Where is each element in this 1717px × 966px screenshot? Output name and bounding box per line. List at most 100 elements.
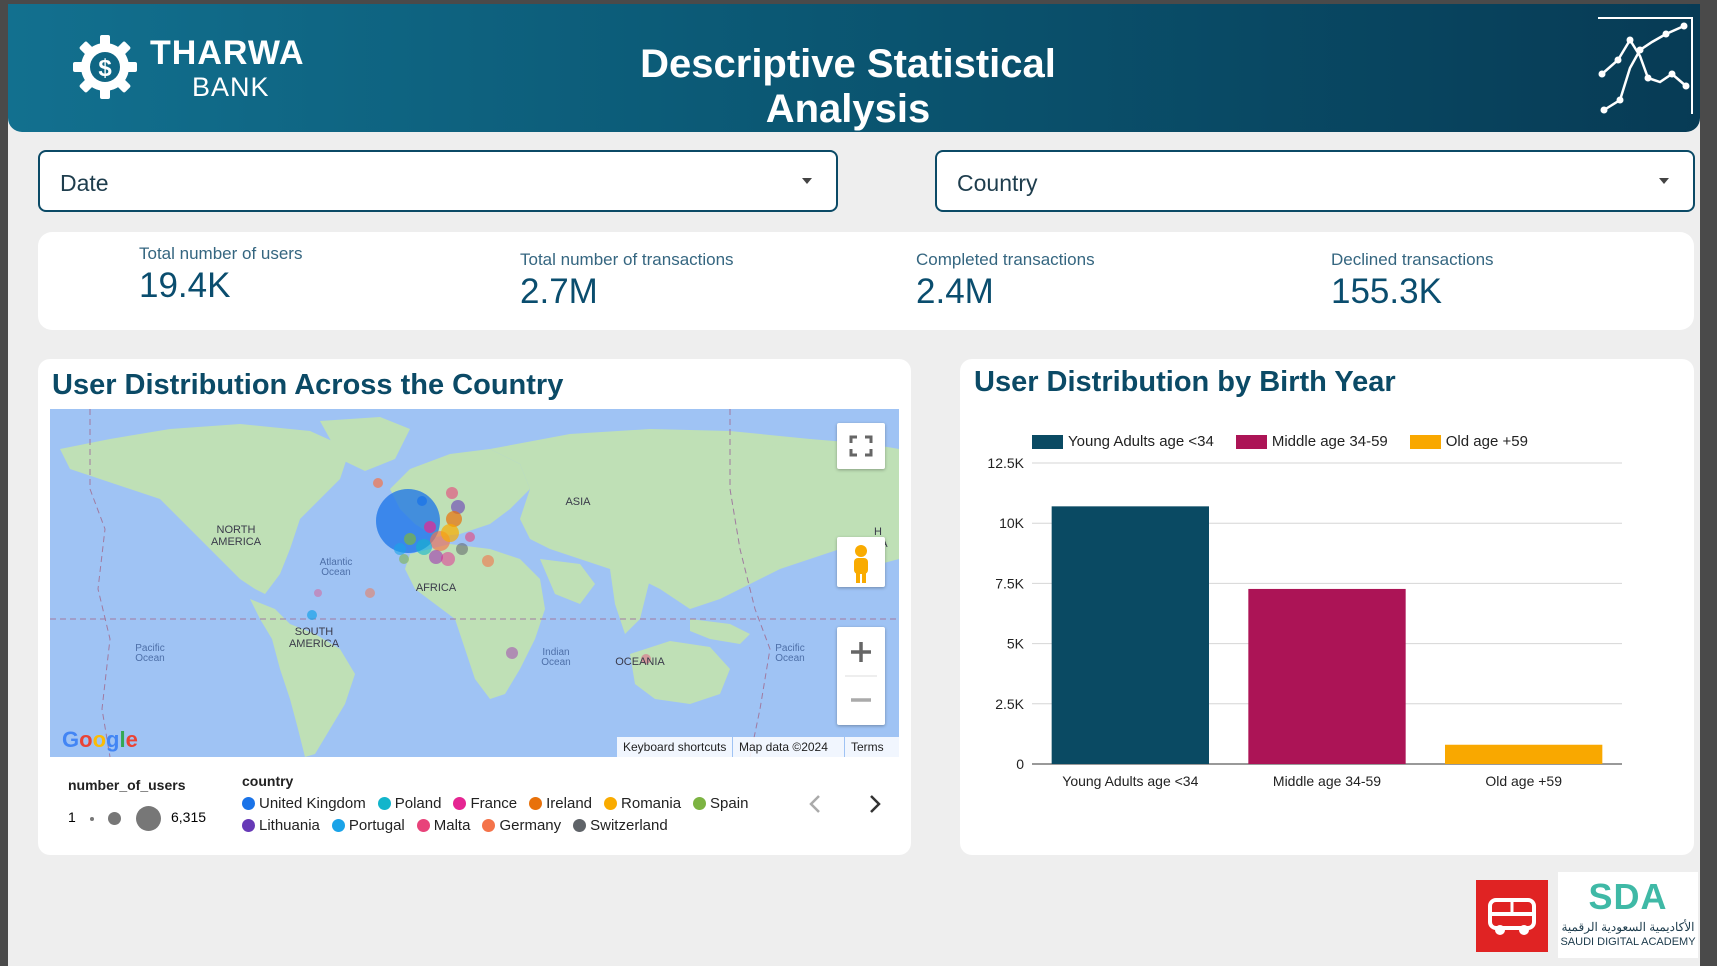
- kpi-value: 19.4K: [139, 266, 231, 305]
- country-legend-item[interactable]: Ireland: [529, 792, 592, 814]
- keyboard-shortcuts-link[interactable]: Keyboard shortcuts: [617, 737, 732, 757]
- map-card-title: User Distribution Across the Country: [52, 369, 564, 401]
- kpi-value: 2.4M: [916, 272, 994, 311]
- zoom-controls: [837, 627, 885, 725]
- label-north-america-2: AMERICA: [211, 536, 262, 548]
- legend-dot-icon: [416, 818, 430, 832]
- map-canvas: NORTH AMERICA SOUTH AMERICA ASIA AFRICA …: [50, 409, 899, 757]
- label-atlantic: Atlantic: [320, 557, 353, 568]
- bubble-brazil: [307, 610, 317, 620]
- legend-dot-icon: [242, 796, 255, 810]
- legend-swatch: [1235, 434, 1267, 449]
- y-tick-label: 5K: [1007, 636, 1025, 652]
- kpi-scorecards: Total number of users 19.4K Total number…: [38, 232, 1694, 330]
- bubble-france: [424, 521, 436, 533]
- country-filter-dropdown[interactable]: Country: [935, 150, 1695, 212]
- kpi-total-transactions: Total number of transactions 2.7M: [520, 250, 734, 312]
- bubble-caribbean: [365, 588, 375, 598]
- legend-label: Ireland: [546, 794, 593, 812]
- bubble-mauritius: [506, 647, 518, 659]
- bubble-romania: [441, 524, 459, 542]
- kpi-total-users: Total number of users 19.4K: [139, 244, 302, 306]
- country-legend-item[interactable]: Portugal: [331, 814, 405, 836]
- size-legend-max: 6,315: [171, 809, 207, 825]
- legend-label: Middle age 34-59: [1271, 433, 1388, 450]
- country-legend-item[interactable]: Poland: [377, 792, 442, 814]
- bar-card-title: User Distribution by Birth Year: [974, 366, 1396, 398]
- page-title: Descriptive Statistical Analysis: [640, 42, 1056, 131]
- fullscreen-icon: [849, 435, 873, 457]
- label-pacific-right: Pacific: [775, 643, 804, 654]
- chart-legend: Young Adults age <34 Middle age 34-59 Old …: [1032, 433, 1550, 450]
- y-tick-label: 2.5K: [995, 696, 1024, 712]
- legend-label: Spain: [710, 794, 749, 812]
- bubble-switzerland: [456, 543, 468, 555]
- zoom-out-button[interactable]: [837, 676, 885, 725]
- legend-label: Poland: [394, 794, 442, 812]
- kpi-declined-transactions: Declined transactions 155.3K: [1331, 250, 1494, 312]
- country-legend-item[interactable]: United Kingdom: [242, 792, 366, 814]
- legend-swatch: [1409, 434, 1441, 449]
- terms-link[interactable]: Terms: [845, 737, 899, 757]
- google-logo: Google: [62, 727, 138, 752]
- bubble-sweden: [446, 487, 458, 499]
- kpi-label: Declined transactions: [1331, 250, 1494, 269]
- plus-icon: [851, 642, 871, 662]
- country-legend-item[interactable]: Lithuania: [242, 814, 320, 836]
- bubble-ireland: [446, 511, 462, 527]
- pegman-icon: [854, 545, 868, 583]
- bar[interactable]: [1445, 744, 1603, 764]
- legend-dot-icon: [242, 818, 255, 832]
- bar[interactable]: [1051, 506, 1209, 764]
- country-legend-item[interactable]: Malta: [416, 814, 471, 836]
- country-filter-label: Country: [957, 170, 1038, 196]
- birth-year-chart-card: User Distribution by Birth Year Young Ad…: [960, 359, 1694, 855]
- saudi-digital-academy-logo: SDA الأكاديمية السعودية الرقمية SAUDI DI…: [1558, 872, 1698, 958]
- legend-label: Romania: [621, 794, 682, 812]
- country-legend-item[interactable]: Germany: [482, 814, 561, 836]
- country-legend-item[interactable]: France: [453, 792, 517, 814]
- country-legend-item[interactable]: Switzerland: [573, 814, 668, 836]
- legend-label: Malta: [433, 816, 471, 834]
- legend-swatch: [1032, 434, 1063, 449]
- kpi-label: Total number of transactions: [520, 250, 734, 269]
- legend-next-button[interactable]: [868, 793, 882, 821]
- country-legend-item[interactable]: Spain: [693, 792, 748, 814]
- legend-dot-icon: [604, 796, 618, 810]
- kpi-label: Total number of users: [139, 244, 303, 263]
- bubble-iceland: [373, 478, 383, 488]
- size-medium-dot: [108, 812, 121, 825]
- bubble-spain: [404, 533, 416, 545]
- bar[interactable]: [1248, 588, 1406, 764]
- world-bubble-map[interactable]: NORTH AMERICA SOUTH AMERICA ASIA AFRICA …: [50, 409, 899, 757]
- size-small-dot: [90, 817, 94, 821]
- date-filter-dropdown[interactable]: Date: [38, 150, 838, 212]
- bus-logo: [1476, 880, 1548, 952]
- brand-name: THARWA: [150, 34, 305, 72]
- map-card: User Distribution Across the Country: [38, 359, 911, 855]
- x-tick-label: Old age +59: [1485, 773, 1562, 789]
- x-tick-label: Young Adults age <34: [1062, 773, 1198, 789]
- chevron-down-icon: [802, 178, 812, 184]
- legend-label: Portugal: [348, 816, 405, 834]
- country-legend-item[interactable]: Romania: [604, 792, 681, 814]
- street-view-pegman[interactable]: [837, 537, 885, 587]
- label-pacific-left: Pacific: [135, 643, 164, 654]
- legend-dot-icon: [331, 818, 345, 832]
- bubble-usa: [314, 589, 322, 597]
- label-pacific-left-2: Ocean: [135, 653, 164, 664]
- size-legend-min: 1: [68, 809, 76, 825]
- fullscreen-button[interactable]: [837, 423, 885, 469]
- country-legend: country United Kingdom Poland France Irelan…: [242, 773, 782, 836]
- country-legend-title: country: [242, 773, 294, 789]
- chart-legend-item: Young Adults age <34: [1032, 433, 1214, 450]
- map-bubbles: [307, 478, 651, 664]
- legend-prev-button[interactable]: [808, 793, 822, 821]
- y-tick-label: 10K: [999, 515, 1025, 531]
- y-tick-label: 0: [1016, 756, 1024, 772]
- bubble-malta: [465, 532, 475, 542]
- kpi-value: 2.7M: [520, 272, 598, 311]
- bar-chart: 0 2.5K 5K 7.5K 10K 12.5K Young Adults age <34 M…: [987, 455, 1622, 789]
- zoom-in-button[interactable]: [837, 627, 885, 676]
- label-oceania: OCEANIA: [615, 656, 665, 668]
